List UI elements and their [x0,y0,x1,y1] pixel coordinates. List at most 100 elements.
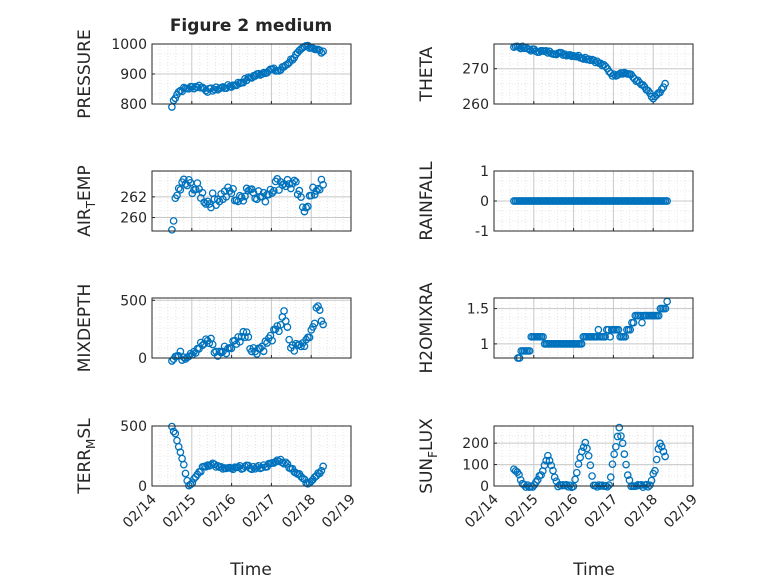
data-point [629,318,638,327]
data-point [179,353,188,362]
y-tick-label: 262 [120,190,147,206]
data-point [292,177,300,186]
data-point [212,463,220,471]
data-point [606,473,615,481]
subplot-rainfall: -1 0 1 RAINFALL [417,161,694,241]
data-point [542,456,551,465]
data-point [242,328,251,337]
data-point [532,478,540,486]
data-point [617,432,625,440]
data-point [663,197,671,205]
y-axis-label: RAINFALL [417,161,437,241]
data-point [176,347,185,356]
subplot-h2omixra: 1 1.5 H2OMIXRA [417,282,694,374]
data-point [657,442,666,451]
axes-box [493,43,694,105]
data-point [224,183,232,192]
data-point [312,187,321,195]
data-point [614,325,623,334]
data-point [266,331,275,340]
x-tick-label: 02/18 [279,492,319,532]
data-point [661,304,670,313]
data-point [610,450,619,459]
data-point [198,188,207,197]
series-points [168,302,327,365]
x-tick-label: 02/18 [621,492,661,532]
data-point [300,207,309,216]
data-point [571,475,579,484]
data-point [647,92,656,101]
data-point [253,463,261,471]
data-point [196,467,205,476]
data-point [605,481,613,489]
data-point [572,468,581,477]
data-point [539,332,547,341]
data-point [285,335,294,344]
data-point [168,225,176,234]
data-point [202,462,210,471]
x-tick-label: 02/16 [200,491,240,531]
data-point [168,422,176,431]
data-point [181,469,190,478]
data-point [268,189,277,197]
y-tick-label: 0 [480,194,489,210]
data-point [317,175,326,184]
subplot-air_temp: 260 262 AIRTEMP [75,165,352,237]
x-tick-label: 02/19 [661,492,701,532]
data-point [217,348,226,357]
y-tick-label: -1 [475,224,489,240]
y-tick-label: 800 [120,97,147,113]
data-point [292,469,300,477]
y-tick-label: 100 [462,458,489,474]
data-point [319,462,327,471]
data-point [591,58,600,67]
y-tick-label: 270 [462,62,489,78]
data-point [303,202,312,211]
data-point [310,190,319,199]
data-point [222,349,231,358]
subplot-sun_flux: 02/14 02/15 02/16 02/17 02/18 02/19 0 100 200 SUN… [417,418,701,532]
data-point [314,302,322,310]
data-point [612,442,620,451]
data-point [280,459,288,468]
y-tick-label: 260 [120,211,147,227]
data-point [615,423,624,432]
x-tick-label: 02/15 [160,492,200,532]
data-point [205,339,214,348]
data-point [583,444,591,453]
data-point [657,85,666,94]
data-point [169,427,178,436]
data-point [610,70,619,79]
data-point [171,94,180,103]
data-point [227,189,236,198]
data-point [654,311,663,320]
data-point [651,466,659,475]
data-point [275,186,283,194]
data-point [287,184,295,193]
data-point [236,191,244,200]
data-point [241,333,249,342]
data-point [315,306,324,314]
data-point [290,347,299,355]
y-axis-label: H2OMIXRA [417,282,437,373]
data-point [547,461,556,470]
data-point [618,439,627,448]
x-tick-label: 02/16 [542,491,582,531]
data-point [317,49,326,57]
data-point [647,476,656,485]
data-point [244,333,253,341]
data-point [564,482,573,491]
subplot-terr_msl: 02/14 02/15 02/16 02/17 02/18 02/19 0 500 TERRMS… [75,418,359,532]
data-point [622,460,630,469]
data-point [645,481,654,490]
data-point [179,175,188,184]
y-tick-label: 260 [462,97,489,113]
series-points [510,42,669,103]
data-point [566,51,574,59]
y-axis-label: SUNFLUX [417,418,440,494]
x-tick-label: 02/19 [319,492,359,532]
data-point [239,196,248,205]
figure-title: Figure 2 medium [170,16,332,36]
data-point [584,55,593,63]
data-point [268,336,277,345]
